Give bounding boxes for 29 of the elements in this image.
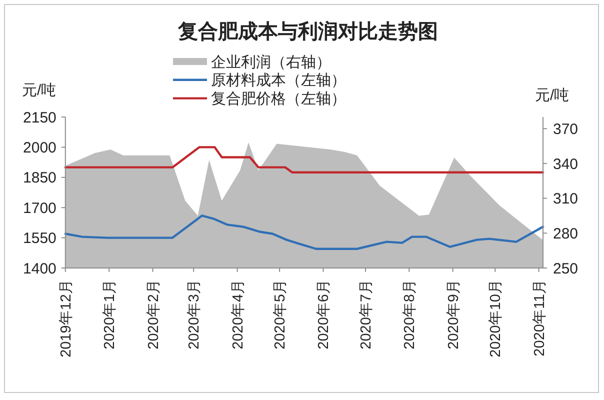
xtick: 2020年5月 xyxy=(272,279,289,350)
ytick: 1850 xyxy=(23,170,56,187)
title: 复合肥成本与利润对比走势图 xyxy=(178,21,438,43)
xtick: 2020年1月 xyxy=(102,279,118,350)
y2tick: 250 xyxy=(553,260,578,278)
ytick: 1700 xyxy=(23,200,56,217)
ytick: 1550 xyxy=(23,230,56,248)
xtick: 2020年4月 xyxy=(230,279,246,350)
legend-label: 企业利润（右轴） xyxy=(211,54,331,71)
y2tick: 340 xyxy=(553,156,578,173)
y2tick: 280 xyxy=(553,225,578,242)
xtick: 2020年2月 xyxy=(146,279,162,350)
legend-label: 原材料成本（左轴） xyxy=(211,72,346,90)
ytick: 2150 xyxy=(23,109,56,126)
xtick: 2020年8月 xyxy=(402,279,418,350)
ytick: 1400 xyxy=(23,260,56,278)
xtick: 2020年6月 xyxy=(316,279,332,350)
y2label: 元/吨 xyxy=(535,87,570,104)
xtick: 2020年9月 xyxy=(446,279,462,350)
legend-label: 复合肥价格（左轴） xyxy=(211,90,346,108)
y2tick: 310 xyxy=(553,190,578,208)
ytick: 2000 xyxy=(23,140,56,156)
xtick: 2020年11月 xyxy=(532,279,548,356)
xtick: 2020年10月 xyxy=(488,279,504,358)
xtick: 2019年12月 xyxy=(58,279,74,358)
y2tick: 370 xyxy=(553,120,578,138)
ylabel: 元/吨 xyxy=(22,82,56,99)
xtick: 2020年3月 xyxy=(186,279,203,350)
xtick: 2020年7月 xyxy=(358,279,374,350)
